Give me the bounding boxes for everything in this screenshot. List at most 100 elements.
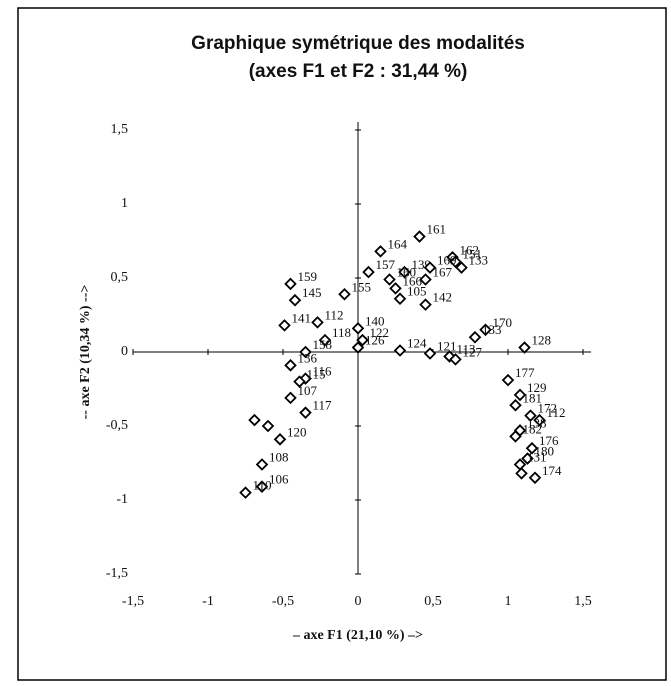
point-label: 170	[493, 315, 513, 330]
point	[501, 373, 515, 387]
point	[278, 319, 291, 332]
point	[273, 433, 287, 446]
point-label: 120	[287, 424, 307, 439]
point	[509, 430, 522, 443]
point-label: 166	[403, 273, 423, 288]
point	[479, 323, 492, 337]
point-label: 161	[427, 222, 447, 237]
point-label: 181	[523, 390, 543, 405]
point-label: 112	[547, 405, 566, 420]
point	[413, 230, 426, 243]
point	[524, 409, 537, 422]
point	[255, 458, 269, 471]
frame	[17, 7, 667, 681]
point	[288, 293, 302, 307]
point	[248, 413, 261, 427]
point-label: 107	[298, 383, 318, 398]
point	[419, 298, 432, 311]
point-label: 117	[313, 398, 333, 413]
point	[351, 322, 365, 335]
y-tick-label: 1	[121, 196, 128, 211]
point-label: 141	[292, 310, 312, 325]
point	[351, 341, 365, 354]
point-label: 115	[307, 367, 326, 382]
point	[284, 391, 297, 405]
point-label: 155	[352, 279, 372, 294]
y-tick-label: -0,5	[106, 418, 128, 433]
point-label: 162	[460, 242, 480, 257]
point-label: 110	[253, 478, 272, 493]
point	[398, 265, 411, 279]
point-label: 129	[527, 380, 547, 395]
y-tick-label: 0	[121, 344, 128, 359]
point-label: 160	[397, 264, 417, 279]
point	[393, 292, 407, 305]
x-tick-label: 0	[355, 594, 362, 609]
x-tick-label: -1,5	[122, 594, 144, 609]
point-label: 151	[463, 247, 483, 262]
point-label: 126	[365, 333, 385, 348]
point	[389, 282, 402, 295]
point	[528, 471, 542, 485]
point-label: 128	[532, 333, 552, 348]
point-label: 169	[437, 253, 457, 268]
point	[255, 480, 269, 493]
point	[419, 273, 432, 286]
point-label: 113	[457, 341, 476, 356]
point	[518, 341, 531, 354]
point	[299, 345, 312, 359]
point	[383, 273, 396, 286]
point-label: 182	[523, 421, 543, 436]
point-label: 124	[407, 336, 427, 351]
point	[533, 413, 546, 427]
point-label: 157	[376, 257, 396, 272]
point	[239, 486, 252, 499]
point-label: 108	[269, 449, 289, 464]
point-label: 133	[482, 322, 502, 337]
point	[356, 333, 369, 347]
point-label: 105	[407, 284, 427, 299]
point-label: 106	[269, 472, 289, 487]
y-tick-label: -1	[116, 492, 128, 507]
point-label: 122	[370, 325, 390, 340]
point	[362, 265, 375, 279]
point-label: 142	[433, 290, 453, 305]
point	[468, 330, 482, 344]
point	[299, 406, 312, 419]
point-label: 180	[535, 444, 555, 459]
point	[525, 441, 539, 455]
point	[393, 344, 407, 357]
point-label: 112	[325, 307, 344, 322]
point-label: 138	[527, 415, 547, 430]
x-tick-label: -1	[202, 594, 214, 609]
point-label: 159	[298, 269, 318, 284]
point	[513, 388, 527, 402]
x-tick-label: 0,5	[424, 594, 442, 609]
point	[509, 399, 522, 412]
point-label: 116	[313, 364, 333, 379]
x-tick-label: -0,5	[272, 594, 294, 609]
point-label: 127	[463, 344, 483, 359]
point	[293, 375, 306, 388]
point	[374, 245, 387, 258]
point	[261, 419, 275, 433]
point	[449, 255, 462, 268]
point-label: 176	[539, 433, 559, 448]
y-tick-label: -1,5	[106, 566, 128, 581]
point	[449, 353, 462, 366]
point-label: 131	[527, 449, 547, 464]
point-label: 136	[298, 350, 318, 365]
y-axis-label: -- axe F2 (10,34 %) -->	[78, 285, 93, 420]
x-axis-label: – axe F1 (21,10 %) –>	[292, 628, 423, 643]
point-label: 172	[538, 401, 558, 416]
point	[515, 467, 528, 480]
point-label: 167	[433, 264, 453, 279]
point-label: 140	[365, 313, 385, 328]
point-label: 158	[313, 337, 333, 352]
point-label: 177	[515, 365, 535, 380]
point	[338, 288, 351, 301]
point	[521, 452, 534, 465]
chart-title: Graphique symétrique des modalités	[191, 33, 525, 54]
x-tick-label: 1,5	[574, 594, 592, 609]
